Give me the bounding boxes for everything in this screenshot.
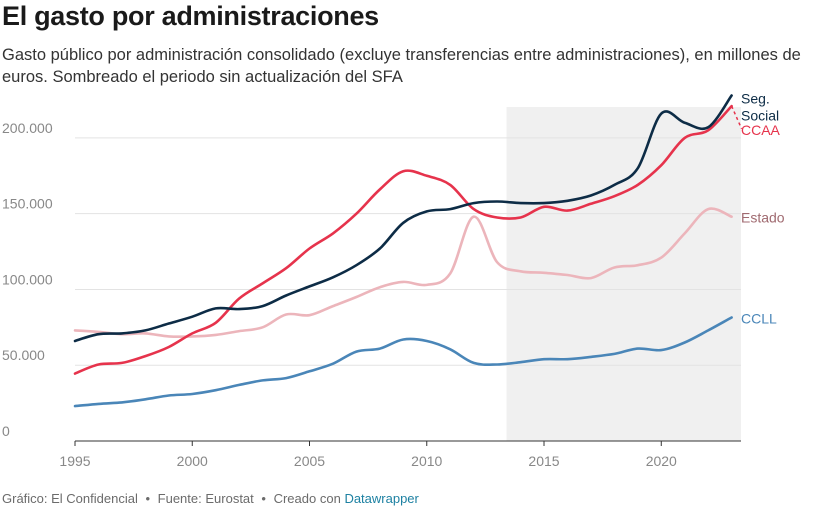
y-tick-label: 0 [2,423,10,439]
series-connector-ccaa [730,105,743,130]
chart-title: El gasto por administraciones [2,1,379,31]
series-label-ccll: CCLL [741,310,777,326]
x-tick-label: 1995 [59,453,90,469]
series-line-seg-social [73,94,733,343]
chart-subtitle: Gasto público por administración consoli… [2,46,801,86]
x-tick-label: 2005 [294,453,325,469]
y-tick-label: 200.000 [2,120,53,136]
source-text: Fuente: Eurostat [157,491,254,506]
created-with-text: Creado con [273,491,341,506]
grid-layer: 0 50.000 100.000 150.000 200.000 1995 2000 2005… [2,120,741,469]
footer-separator: • [145,491,151,506]
chart-footer: Gráfico: El Confidencial • Fuente: Euros… [2,491,419,506]
series-label-seg-social: Seg. Social [741,90,779,123]
series-label-line: CCAA [741,122,781,138]
shaded-period [506,107,741,441]
series-layer [73,94,743,408]
y-tick-label: 100.000 [2,271,53,287]
series-line-ccaa [73,104,733,375]
chart-credit: Gráfico: El Confidencial [2,491,138,506]
x-tick-label: 2010 [411,453,442,469]
x-tick-label: 2020 [646,453,677,469]
shaded-period-layer [506,107,741,441]
series-label-estado: Estado [741,210,785,226]
series-label-line: Seg. [741,90,770,106]
series-label-ccaa: CCAA [741,122,781,138]
footer-separator: • [261,491,266,506]
series-label-line: Estado [741,210,785,226]
series-label-line: Social [741,107,779,123]
series-label-line: CCLL [741,310,777,326]
x-tick-label: 2015 [528,453,559,469]
y-tick-label: 50.000 [2,347,45,363]
y-tick-label: 150.000 [2,196,53,212]
x-tick-label: 2000 [177,453,208,469]
series-line-ccll [73,316,733,408]
datawrapper-link[interactable]: Datawrapper [344,491,419,506]
